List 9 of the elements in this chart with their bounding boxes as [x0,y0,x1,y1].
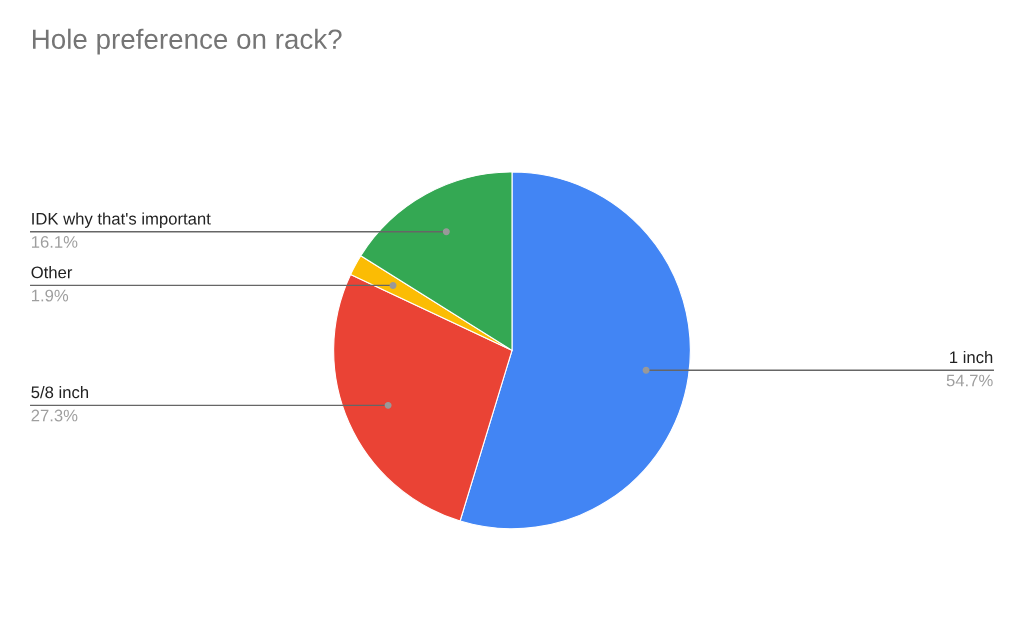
data-label: 27.3% [31,409,78,422]
slice-label: 1 inch [950,350,993,364]
chart-title: Hole preference on rack? [33,28,342,55]
slice-label: 5/8 inch [31,386,89,399]
slice-label: IDK why that's important [32,212,211,228]
data-label: 16.1% [31,236,78,248]
slice-label: Other [31,266,73,279]
data-label: 1.9% [31,289,69,302]
data-label: 54.7% [946,374,993,387]
